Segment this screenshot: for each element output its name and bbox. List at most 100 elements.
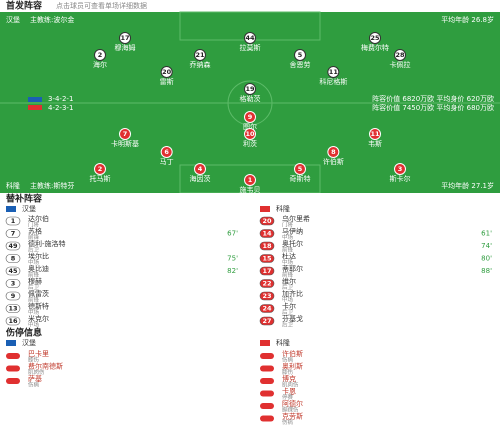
- age: 平均年龄 26.8岁: [441, 15, 494, 24]
- player-number: 11: [329, 68, 339, 76]
- sub-name[interactable]: 加齐比: [282, 289, 303, 298]
- sub-minute: 67': [227, 230, 238, 238]
- sub-name[interactable]: 德利-施洛特: [28, 239, 66, 248]
- sub-name[interactable]: 乌尔里希: [282, 214, 310, 223]
- injury-name: 巴卡里: [28, 349, 49, 358]
- player-marker[interactable]: [160, 146, 173, 158]
- player-name: 卡佩拉: [390, 60, 411, 69]
- player-marker[interactable]: [327, 66, 340, 78]
- player-number: 6: [164, 148, 169, 156]
- sub-name[interactable]: 达尔伯: [28, 214, 49, 223]
- team-name: 汉堡: [6, 15, 20, 24]
- sub-name[interactable]: 奥比迪: [28, 264, 49, 273]
- away-badge: [28, 105, 42, 110]
- player-marker[interactable]: [294, 163, 306, 175]
- sub-position: 后卫: [282, 308, 294, 316]
- squad-value: 阵容价值 7450万欧 平均身价 680万欧: [372, 103, 494, 112]
- squad-value: 阵容价值 6820万欧 平均身价 620万欧: [372, 94, 494, 103]
- player-number: 28: [395, 51, 405, 59]
- sub-number: 14: [262, 230, 272, 238]
- player-marker[interactable]: [94, 49, 106, 61]
- sub-number: 3: [11, 280, 16, 288]
- home-badge: [28, 97, 42, 102]
- team-icon: [260, 206, 270, 212]
- number-badge: [259, 291, 275, 301]
- sub-name[interactable]: 蒂耶尔: [282, 264, 303, 273]
- sub-number: 49: [8, 242, 18, 250]
- team-name: 科隆: [6, 181, 20, 190]
- sub-number: 16: [8, 317, 18, 325]
- section-title: 伤停信息: [5, 327, 42, 339]
- injury-reason: 停赛: [282, 393, 294, 401]
- player-marker[interactable]: [394, 49, 406, 61]
- sub-position: 前锋: [282, 246, 294, 254]
- sub-minute: 61': [481, 230, 492, 238]
- player-number: 5: [298, 165, 303, 173]
- injury-icon: [260, 403, 274, 409]
- player-name: 卡明斯基: [111, 139, 139, 148]
- player-number: 1: [248, 176, 253, 184]
- sub-number: 20: [262, 217, 272, 225]
- team-icon: [260, 340, 270, 346]
- injury-reason: 伤病: [282, 356, 294, 364]
- number-badge: [5, 216, 21, 226]
- player-marker[interactable]: [327, 146, 340, 158]
- injury-reason: 膝伤: [28, 356, 40, 364]
- player-marker[interactable]: [369, 32, 381, 44]
- player-marker[interactable]: [244, 174, 256, 186]
- player-name: 韦斯: [368, 139, 382, 148]
- sub-name[interactable]: 德斯特: [28, 302, 49, 311]
- player-marker[interactable]: [119, 128, 131, 140]
- sub-name[interactable]: 奥托尔: [282, 239, 303, 248]
- player-number: 2: [98, 51, 103, 59]
- player-marker[interactable]: [369, 128, 381, 140]
- injury-reason: 膝伤: [282, 368, 294, 376]
- player-marker[interactable]: [244, 83, 256, 95]
- sub-name[interactable]: 佩雷茨: [28, 289, 49, 298]
- injury-name: 阿德尔: [282, 399, 303, 408]
- sub-name[interactable]: 马伊纳: [282, 227, 303, 236]
- player-number: 10: [245, 130, 255, 138]
- injury-icon: [6, 353, 20, 359]
- sub-name[interactable]: 杜达: [282, 252, 296, 261]
- sub-name[interactable]: 芬基戈: [282, 314, 303, 323]
- player-number: 11: [370, 130, 380, 138]
- player-name: 奇斯特: [290, 174, 311, 183]
- sub-minute: 88': [481, 267, 492, 275]
- player-marker[interactable]: [244, 111, 256, 123]
- sub-name[interactable]: 苏格: [28, 227, 42, 236]
- sub-position: 后卫: [28, 283, 40, 291]
- injury-name: 奥利斯: [282, 362, 303, 371]
- injury-icon: [6, 378, 20, 384]
- player-number: 17: [120, 34, 129, 42]
- player-marker[interactable]: [294, 49, 306, 61]
- number-badge: [259, 229, 275, 238]
- sub-position: 中场: [28, 258, 40, 266]
- sub-name[interactable]: 维尔: [282, 277, 296, 286]
- injury-name: 克劳斯: [282, 412, 303, 421]
- team-name: 汉堡: [22, 338, 36, 347]
- player-name: 图尔: [243, 122, 257, 131]
- sub-name[interactable]: 米克尔: [28, 314, 49, 323]
- sub-position: 前锋: [28, 296, 40, 304]
- sub-name[interactable]: 卡尔: [282, 302, 296, 311]
- player-marker[interactable]: [244, 128, 256, 140]
- player-marker[interactable]: [119, 32, 131, 44]
- number-badge: [5, 254, 21, 263]
- subtitle: 点击球员可查看单场详细数据: [56, 1, 147, 10]
- number-badge: [5, 304, 21, 313]
- player-marker[interactable]: [160, 66, 173, 78]
- player-marker[interactable]: [394, 163, 406, 175]
- number-badge: [259, 279, 275, 288]
- player-marker[interactable]: [94, 163, 106, 175]
- player-marker[interactable]: [194, 163, 206, 175]
- injury-name: 博克: [282, 374, 296, 383]
- sub-name[interactable]: 埃尔比: [28, 252, 49, 261]
- player-marker[interactable]: [244, 32, 256, 44]
- sub-position: 后卫: [282, 283, 294, 291]
- number-badge: [259, 241, 275, 251]
- player-marker[interactable]: [194, 49, 206, 61]
- sub-name[interactable]: 穆赫: [28, 277, 42, 286]
- sub-number: 22: [262, 280, 271, 288]
- coach: 主教练:斯特芬: [30, 181, 74, 190]
